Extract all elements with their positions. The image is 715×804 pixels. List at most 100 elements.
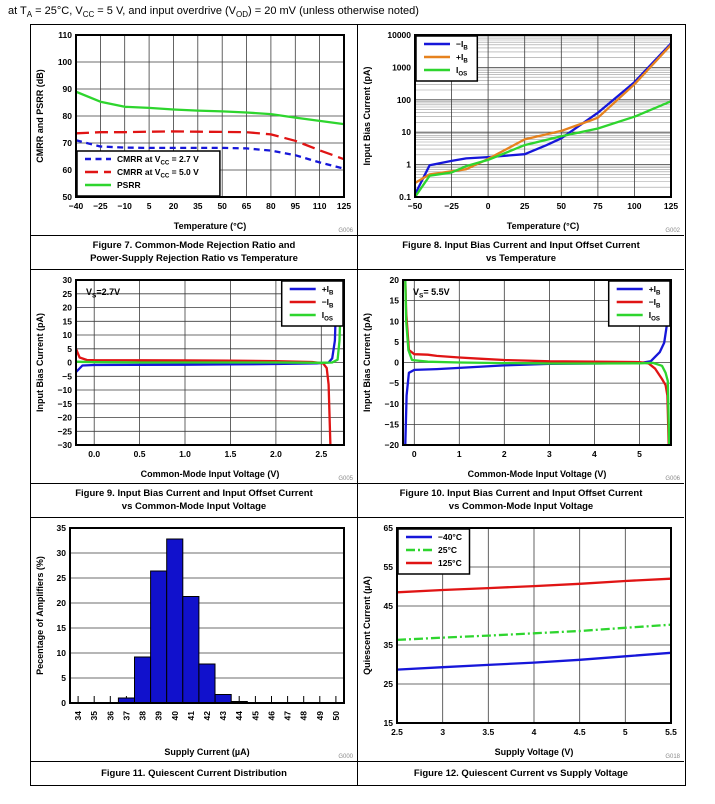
figure-grid: 50 60 70 80 90 100 110 −40 −25 −10 5 20 35 50 65 80 95 11… [30, 24, 686, 787]
svg-text:−20: −20 [57, 412, 72, 422]
figure-7-chart: 50 60 70 80 90 100 110 −40 −25 −10 5 20 35 50 65 80 95 11… [35, 30, 354, 234]
svg-text:VS= 5.5V: VS= 5.5V [413, 287, 450, 300]
figure-12-caption: Figure 12. Quiescent Current vs Supply V… [358, 762, 684, 786]
svg-text:20: 20 [56, 598, 66, 608]
svg-text:−25: −25 [93, 201, 108, 211]
svg-text:35: 35 [56, 523, 66, 533]
svg-text:G018: G018 [665, 754, 680, 760]
svg-text:Input Bias Current (pA): Input Bias Current (pA) [35, 313, 45, 412]
svg-text:25°C: 25°C [438, 545, 457, 555]
figure-7-caption: Figure 7. Common-Mode Rejection Ratio an… [31, 236, 358, 271]
svg-text:75: 75 [593, 201, 603, 211]
svg-text:125: 125 [336, 201, 350, 211]
svg-text:5: 5 [622, 727, 627, 737]
svg-text:VS=2.7V: VS=2.7V [86, 287, 120, 300]
figure-10-caption: Figure 10. Input Bias Current and Input … [358, 484, 684, 519]
svg-text:3: 3 [440, 727, 445, 737]
svg-text:10: 10 [401, 127, 411, 137]
svg-text:35: 35 [89, 710, 99, 720]
svg-text:30: 30 [56, 548, 66, 558]
svg-text:Common-Mode Input Voltage (V): Common-Mode Input Voltage (V) [140, 469, 279, 479]
svg-text:50: 50 [62, 192, 72, 202]
svg-text:100: 100 [396, 94, 410, 104]
svg-text:G006: G006 [338, 228, 353, 234]
figure-12-panel: 15 25 35 45 55 65 2.5 3 3.5 4 4.5 5 5.5 Supply Voltag… [358, 518, 684, 763]
svg-text:+IB: +IB [648, 284, 660, 297]
svg-text:−15: −15 [57, 398, 72, 408]
figure-9-caption: Figure 9. Input Bias Current and Input O… [31, 484, 358, 519]
svg-text:−50: −50 [407, 201, 422, 211]
svg-text:1.5: 1.5 [224, 449, 236, 459]
svg-text:5: 5 [61, 673, 66, 683]
svg-text:1: 1 [406, 159, 411, 169]
figure-7-panel: 50 60 70 80 90 100 110 −40 −25 −10 5 20 35 50 65 80 95 11… [31, 25, 358, 237]
svg-text:−20: −20 [384, 440, 399, 450]
svg-text:CMRR and PSRR (dB): CMRR and PSRR (dB) [35, 69, 45, 163]
svg-text:−40: −40 [68, 201, 83, 211]
svg-text:Temperature (°C): Temperature (°C) [506, 221, 578, 231]
svg-text:46: 46 [266, 710, 276, 720]
svg-text:4: 4 [592, 449, 597, 459]
svg-text:20: 20 [389, 275, 399, 285]
svg-text:Supply Voltage (V): Supply Voltage (V) [494, 747, 573, 757]
svg-text:10000: 10000 [387, 30, 411, 40]
caption-line: Figure 9. Input Bias Current and Input O… [75, 488, 313, 500]
svg-text:20: 20 [62, 302, 72, 312]
svg-text:40: 40 [169, 710, 179, 720]
svg-text:−IB: −IB [456, 39, 468, 52]
svg-text:−10: −10 [384, 398, 399, 408]
svg-text:IOS: IOS [321, 310, 332, 323]
svg-text:Input Bias Current (pA): Input Bias Current (pA) [362, 66, 372, 165]
svg-text:55: 55 [383, 562, 393, 572]
svg-text:−IB: −IB [321, 297, 333, 310]
svg-text:0.5: 0.5 [133, 449, 145, 459]
svg-text:5: 5 [394, 337, 399, 347]
svg-text:0.1: 0.1 [399, 192, 411, 202]
svg-text:90: 90 [62, 84, 72, 94]
svg-text:25: 25 [62, 288, 72, 298]
svg-text:−5: −5 [389, 378, 399, 388]
svg-text:20: 20 [168, 201, 178, 211]
svg-text:−30: −30 [57, 440, 72, 450]
svg-text:4.5: 4.5 [573, 727, 585, 737]
caption-line: Power-Supply Rejection Ratio vs Temperat… [90, 252, 298, 264]
svg-text:G002: G002 [665, 228, 680, 234]
svg-text:1.0: 1.0 [179, 449, 191, 459]
svg-text:50: 50 [330, 710, 340, 720]
svg-text:−40°C: −40°C [438, 532, 462, 542]
svg-text:2.5: 2.5 [391, 727, 403, 737]
svg-text:110: 110 [312, 201, 326, 211]
svg-text:48: 48 [298, 710, 308, 720]
page-condition-text: at TA = 25°C, VCC = 5 V, and input overd… [8, 5, 419, 20]
caption-line: vs Common-Mode Input Voltage [448, 500, 594, 512]
svg-text:39: 39 [153, 710, 163, 720]
svg-text:25: 25 [383, 679, 393, 689]
svg-text:IOS: IOS [648, 310, 659, 323]
svg-text:5: 5 [637, 449, 642, 459]
figure-11-caption: Figure 11. Quiescent Current Distributio… [31, 762, 358, 786]
svg-text:2.0: 2.0 [269, 449, 281, 459]
figure-11-chart: 0 5 10 15 20 25 30 35 34 35 36 37 38 39 40 41 42 43 44 45 46… [35, 523, 354, 760]
svg-text:+IB: +IB [456, 52, 468, 65]
svg-text:15: 15 [383, 718, 393, 728]
svg-text:3.5: 3.5 [482, 727, 494, 737]
caption-line: Figure 11. Quiescent Current Distributio… [101, 767, 287, 779]
svg-text:−25: −25 [444, 201, 459, 211]
figure-9-panel: −30 −25 −20 −15 −10 −5 0 5 10 15 20 25 30 0.0 0.5 1.0 1.… [31, 270, 358, 485]
figure-8-chart: 0.1 1 10 100 1000 10000 −50 −25 0 25 50 75 100 125 Tem… [362, 30, 681, 234]
svg-text:100: 100 [627, 201, 641, 211]
svg-text:15: 15 [62, 316, 72, 326]
svg-text:Common-Mode Input Voltage (V): Common-Mode Input Voltage (V) [467, 469, 606, 479]
svg-text:35: 35 [193, 201, 203, 211]
svg-text:25: 25 [56, 573, 66, 583]
svg-text:34: 34 [73, 710, 83, 720]
caption-line: Figure 12. Quiescent Current vs Supply V… [413, 767, 629, 779]
svg-text:43: 43 [218, 710, 228, 720]
svg-text:0: 0 [61, 698, 66, 708]
caption-line: vs Temperature [485, 252, 557, 264]
figure-11-panel: 0 5 10 15 20 25 30 35 34 35 36 37 38 39 40 41 42 43 44 45 46… [31, 518, 358, 763]
svg-text:41: 41 [185, 710, 195, 720]
svg-text:44: 44 [234, 710, 244, 720]
svg-text:65: 65 [383, 523, 393, 533]
svg-text:0.0: 0.0 [88, 449, 100, 459]
